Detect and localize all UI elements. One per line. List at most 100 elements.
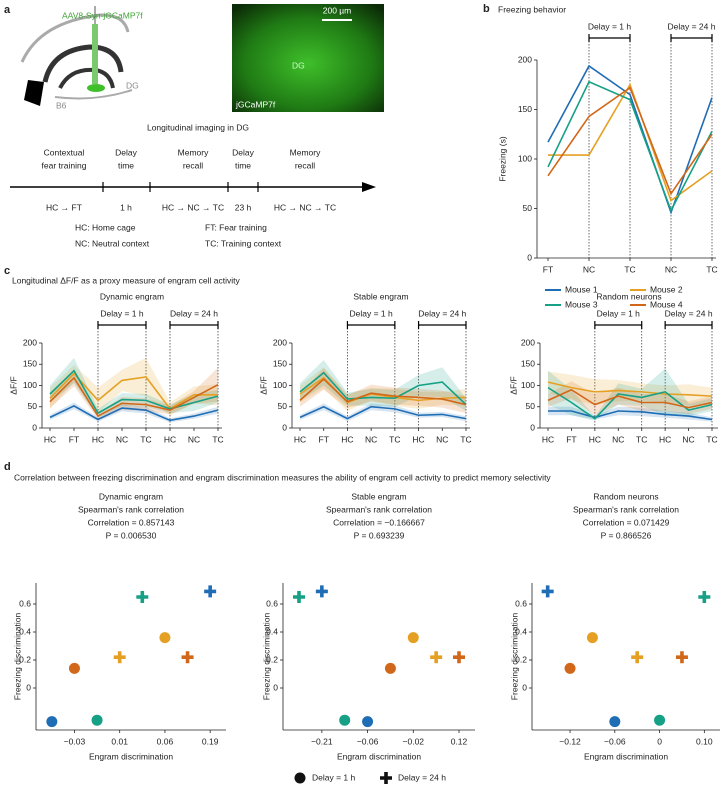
x-tick-label: −0.06 <box>604 736 626 746</box>
x-tick-label: TC <box>706 264 717 274</box>
test-name: Spearman's rank correlation <box>573 504 679 514</box>
y-axis-label: ΔF/F <box>258 376 268 394</box>
scatter-point <box>675 651 688 664</box>
y-tick-label: 50 <box>523 203 533 213</box>
stage-name: Memory <box>178 147 209 157</box>
microscope-image <box>232 4 384 112</box>
y-tick-label: 100 <box>521 380 535 390</box>
legend-label: Mouse 2 <box>650 284 683 294</box>
scatter-point <box>181 651 194 664</box>
error-band <box>98 369 122 414</box>
y-tick-label: 200 <box>521 337 535 347</box>
stage-name: fear training <box>42 160 87 170</box>
stage-name: Delay <box>115 147 137 157</box>
series-line <box>548 82 713 202</box>
scatter-point <box>586 632 598 644</box>
x-tick-label: −0.21 <box>311 736 333 746</box>
x-tick-label: 0.01 <box>111 736 128 746</box>
series-line <box>299 405 467 420</box>
y-tick-label: 0.4 <box>515 626 527 636</box>
error-band <box>665 394 689 414</box>
scatter-point <box>631 651 644 664</box>
x-tick-label: 0.12 <box>451 736 468 746</box>
stage-name: time <box>118 160 134 170</box>
x-tick-label: 0.19 <box>202 736 219 746</box>
error-band <box>548 370 572 416</box>
x-tick-label: TC <box>624 264 635 274</box>
y-tick-label: 0.4 <box>19 626 31 636</box>
y-tick-label: 100 <box>23 380 37 390</box>
legend-label: Mouse 3 <box>565 299 598 309</box>
series-line <box>547 86 713 196</box>
scatter-point <box>564 662 576 674</box>
x-tick-label: −0.12 <box>559 736 581 746</box>
x-tick-label: NC <box>365 434 377 444</box>
x-tick-label: −0.06 <box>357 736 379 746</box>
x-tick-label: NC <box>116 434 128 444</box>
x-tick-label: HC <box>412 434 424 444</box>
series-line <box>299 371 467 406</box>
y-tick-label: 150 <box>273 359 287 369</box>
chart-title: Stable engram <box>351 491 406 501</box>
x-tick-label: TC <box>460 434 471 444</box>
y-axis-label: ΔF/F <box>8 376 18 394</box>
chart-title: Stable engram <box>353 291 408 301</box>
annotation: Delay = 24 h <box>170 308 218 318</box>
y-tick-label: 0 <box>522 682 527 692</box>
y-axis-label: ΔF/F <box>508 376 518 394</box>
scatter-point <box>159 632 171 644</box>
panel-label: b <box>483 3 490 15</box>
series-line <box>49 369 219 415</box>
x-axis-label: Engram discrimination <box>89 751 173 761</box>
chart-title: Dynamic engram <box>100 291 164 301</box>
correlation: Correlation = 0.857143 <box>88 517 175 527</box>
abbreviation: HC: Home cage <box>75 222 136 232</box>
error-band <box>641 368 666 416</box>
test-name: Spearman's rank correlation <box>78 504 184 514</box>
x-tick-label: HC <box>164 434 176 444</box>
y-axis-label: Freezing (s) <box>497 136 507 182</box>
scatter-point <box>430 651 443 664</box>
scatter-point <box>204 585 217 598</box>
y-tick-label: 0 <box>32 422 37 432</box>
error-band <box>571 381 595 416</box>
region-label: DG <box>126 80 139 90</box>
y-tick-label: 100 <box>518 153 532 163</box>
x-tick-label: TC <box>706 434 717 444</box>
x-tick-label: 0 <box>657 736 662 746</box>
y-tick-label: 0.4 <box>266 626 278 636</box>
annotation: Delay = 24 h <box>668 21 716 31</box>
error-band <box>347 387 372 411</box>
scatter-point <box>293 591 305 603</box>
x-tick-label: HC <box>294 434 306 444</box>
stage-detail: HC → NC → TC <box>162 202 224 212</box>
series-line <box>547 381 713 397</box>
legend-label: Mouse 4 <box>650 299 683 309</box>
section-title: Correlation between freezing discriminat… <box>14 472 551 482</box>
stage-detail: 23 h <box>235 202 252 212</box>
legend-marker <box>294 772 306 784</box>
y-tick-label: 0 <box>26 682 31 692</box>
correlation: Correlation = −0.166667 <box>333 517 425 527</box>
error-band <box>98 393 122 418</box>
series-line <box>49 404 219 422</box>
scatter-point <box>384 662 396 674</box>
x-tick-label: HC <box>659 434 671 444</box>
series-line <box>299 378 467 406</box>
y-tick-label: 50 <box>278 401 288 411</box>
stage-detail: 1 h <box>120 202 132 212</box>
y-tick-label: 0.6 <box>515 598 527 608</box>
p-value: P = 0.006530 <box>106 530 157 540</box>
y-tick-label: 50 <box>28 401 38 411</box>
series-line <box>49 376 219 418</box>
y-tick-label: 50 <box>526 401 536 411</box>
y-tick-label: 150 <box>521 359 535 369</box>
stage-name: time <box>235 160 251 170</box>
error-band <box>122 357 146 397</box>
stage-name: Memory <box>290 147 321 157</box>
timeline-title: Longitudinal imaging in DG <box>147 122 249 132</box>
y-tick-label: 0.2 <box>515 654 527 664</box>
abbreviation: FT: Fear training <box>205 222 267 232</box>
stage-detail: HC → NC → TC <box>274 202 336 212</box>
error-band <box>418 367 443 397</box>
